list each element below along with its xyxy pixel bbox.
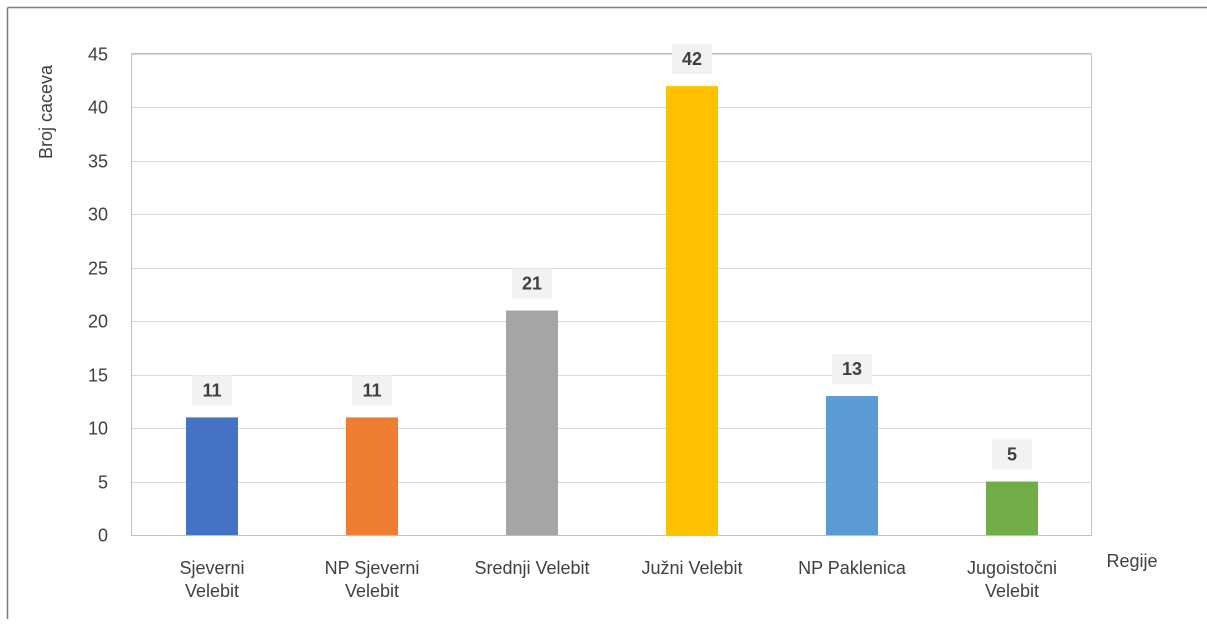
x-tick-label: NP Sjeverni Velebit	[325, 558, 420, 601]
x-tick-label-line: NP Paklenica	[798, 558, 907, 578]
x-tick-label: Srednji Velebit	[474, 558, 589, 578]
x-tick-label-line: NP Sjeverni	[325, 558, 420, 578]
data-label: 5	[1007, 445, 1017, 465]
x-tick-label: Jugoistočni Velebit	[967, 558, 1057, 601]
y-tick-label: 20	[88, 312, 108, 332]
data-label: 11	[362, 380, 381, 400]
data-label: 42	[682, 49, 702, 69]
y-tick-label: 40	[88, 98, 108, 118]
bar	[186, 417, 238, 535]
x-tick-label-line: Jugoistočni	[967, 558, 1057, 578]
x-axis-label: Regije	[1106, 551, 1157, 571]
x-tick-label: Sjeverni Velebit	[179, 558, 244, 601]
data-label: 13	[842, 359, 862, 379]
bar	[826, 396, 878, 535]
bar	[346, 417, 398, 535]
x-tick-label: NP Paklenica	[798, 558, 907, 578]
data-label-box	[352, 375, 392, 406]
plot-area	[131, 53, 1092, 536]
data-label-box	[192, 375, 232, 406]
x-tick-label-line: Srednji Velebit	[474, 558, 589, 578]
y-tick-label: 10	[88, 419, 108, 439]
gridlines	[132, 54, 1092, 536]
data-label-box	[512, 268, 552, 299]
y-tick-label: 45	[88, 45, 108, 65]
bars	[186, 86, 1038, 536]
x-tick-label-line: Sjeverni	[179, 558, 244, 578]
data-label-box	[832, 354, 872, 385]
x-tick-label-line: Velebit	[345, 581, 399, 601]
data-labels: 11 11 21 42 13 5	[192, 44, 1032, 470]
bar	[666, 86, 718, 536]
x-tick-label: Južni Velebit	[641, 558, 742, 578]
y-tick-labels: 0 5 10 15 20 25 30 35 40 45	[88, 45, 108, 546]
y-tick-label: 0	[98, 526, 108, 546]
x-tick-label-line: Velebit	[185, 581, 239, 601]
x-tick-labels: Sjeverni Velebit NP Sjeverni Velebit Srednji…	[179, 558, 1057, 601]
data-label-box	[992, 439, 1032, 470]
data-label: 21	[522, 274, 542, 294]
x-tick-label-line: Južni Velebit	[641, 558, 742, 578]
y-tick-label: 25	[88, 259, 108, 279]
y-tick-label: 30	[88, 205, 108, 225]
y-tick-label: 15	[88, 366, 108, 386]
bar	[506, 310, 558, 535]
y-axis-label: Broj caceva	[36, 64, 56, 159]
bar	[986, 481, 1038, 535]
y-tick-label: 5	[98, 473, 108, 493]
y-tick-label: 35	[88, 152, 108, 172]
data-label: 11	[202, 380, 221, 400]
x-tick-label-line: Velebit	[985, 581, 1039, 601]
data-label-box	[672, 44, 712, 75]
